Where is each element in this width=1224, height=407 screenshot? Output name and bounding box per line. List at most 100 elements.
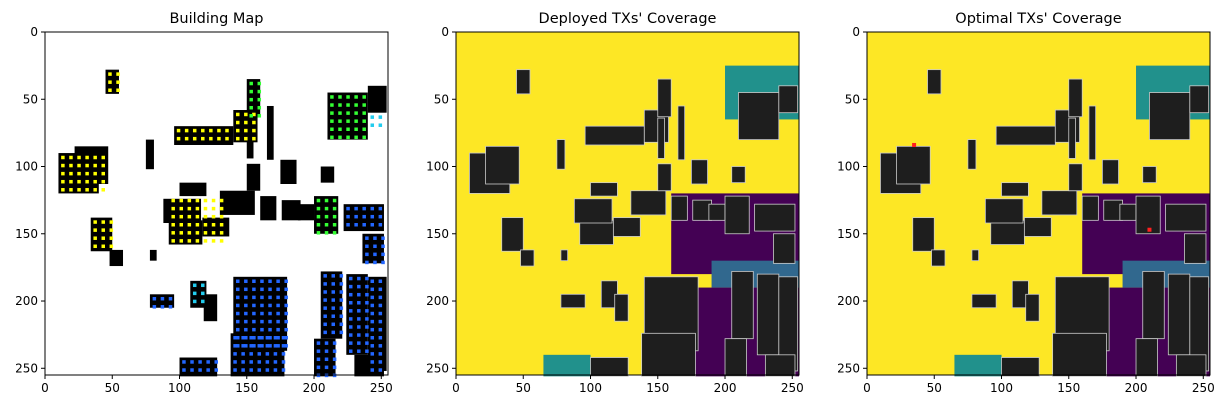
building — [1135, 195, 1161, 235]
tx-marker — [332, 231, 337, 235]
building — [677, 105, 686, 161]
tx-marker — [338, 119, 342, 123]
tx-marker — [365, 309, 369, 313]
tx-marker — [365, 301, 369, 305]
tx-marker — [265, 335, 270, 340]
x-tick-label: 0 — [452, 381, 460, 395]
tx-marker — [370, 368, 375, 372]
tx-marker — [241, 344, 245, 348]
tx-marker — [260, 279, 264, 283]
building — [1142, 271, 1165, 340]
building — [731, 166, 746, 184]
tx-marker — [365, 317, 369, 321]
tx-marker — [257, 97, 262, 102]
building — [990, 219, 1025, 245]
tx-marker — [357, 333, 361, 337]
tx-marker — [260, 335, 264, 340]
y-tick-label: 100 — [15, 160, 38, 174]
tx-marker — [378, 123, 383, 127]
building — [327, 92, 368, 140]
tx-marker — [338, 111, 342, 115]
tx-marker — [331, 282, 336, 286]
tx-marker — [330, 95, 334, 99]
tx-marker — [265, 360, 270, 364]
tx-marker — [203, 214, 208, 219]
tx-marker — [338, 127, 342, 132]
tx-marker — [265, 368, 270, 372]
tx-marker — [241, 360, 245, 364]
tx-marker — [182, 360, 186, 364]
building — [1101, 159, 1119, 185]
axes-frame — [455, 31, 800, 376]
tx-marker — [378, 303, 383, 308]
tx-marker — [203, 223, 208, 227]
tx-marker — [284, 303, 288, 308]
building — [367, 85, 387, 113]
tx-marker — [61, 179, 65, 184]
tx-marker — [249, 352, 253, 356]
tx-marker — [179, 198, 184, 203]
tx-marker — [171, 239, 175, 243]
x-tick-label: 100 — [168, 381, 191, 395]
tx-marker — [187, 198, 192, 203]
building — [1068, 163, 1083, 192]
tx-marker — [257, 114, 262, 118]
tx-marker — [257, 335, 262, 340]
tx-marker — [365, 276, 369, 281]
tx-marker — [331, 290, 336, 294]
tx-marker — [265, 352, 270, 356]
tx-marker — [357, 309, 361, 313]
tx-marker — [236, 303, 240, 308]
tx-marker — [203, 239, 208, 243]
tx-marker — [354, 223, 358, 227]
tx-marker — [273, 335, 278, 340]
tx-marker — [249, 360, 253, 364]
building — [281, 200, 301, 221]
building — [320, 271, 343, 339]
building — [641, 332, 696, 377]
tx-marker — [281, 368, 286, 372]
tx-marker — [77, 179, 81, 184]
tx-marker — [244, 303, 248, 308]
tx-marker — [330, 135, 334, 140]
tx-marker — [101, 179, 105, 184]
building — [1149, 92, 1191, 141]
tx-marker — [236, 279, 240, 283]
tx-marker — [214, 368, 218, 372]
tx-marker — [236, 295, 240, 300]
tx-marker — [192, 283, 197, 288]
tx-marker — [101, 220, 105, 224]
tx-marker — [265, 344, 270, 348]
tx-marker — [61, 163, 65, 168]
building — [516, 69, 531, 95]
tx-marker — [370, 123, 375, 127]
building — [1052, 332, 1107, 377]
tx-marker — [332, 198, 337, 203]
tx-marker — [378, 223, 383, 227]
tx-marker — [257, 105, 262, 110]
y-tick-label: 150 — [426, 227, 449, 241]
tx-marker — [257, 352, 262, 356]
tx-marker — [276, 327, 280, 332]
building — [149, 249, 157, 261]
tx-marker — [370, 352, 375, 356]
tx-marker — [244, 120, 248, 125]
tx-marker — [348, 309, 353, 313]
building — [967, 139, 977, 170]
tx-marker — [244, 311, 248, 316]
building — [354, 354, 384, 377]
building — [1001, 182, 1029, 197]
tx-marker — [339, 314, 344, 318]
tx-marker — [362, 206, 366, 211]
tx-marker — [209, 136, 213, 141]
tx-marker — [323, 290, 327, 294]
tx-marker — [357, 341, 361, 345]
tx-marker — [324, 357, 329, 362]
y-tick-label: 50 — [23, 92, 38, 106]
tx-marker — [187, 206, 192, 211]
tx-marker — [331, 306, 336, 310]
tx-marker — [370, 319, 375, 324]
tx-marker — [203, 206, 208, 211]
